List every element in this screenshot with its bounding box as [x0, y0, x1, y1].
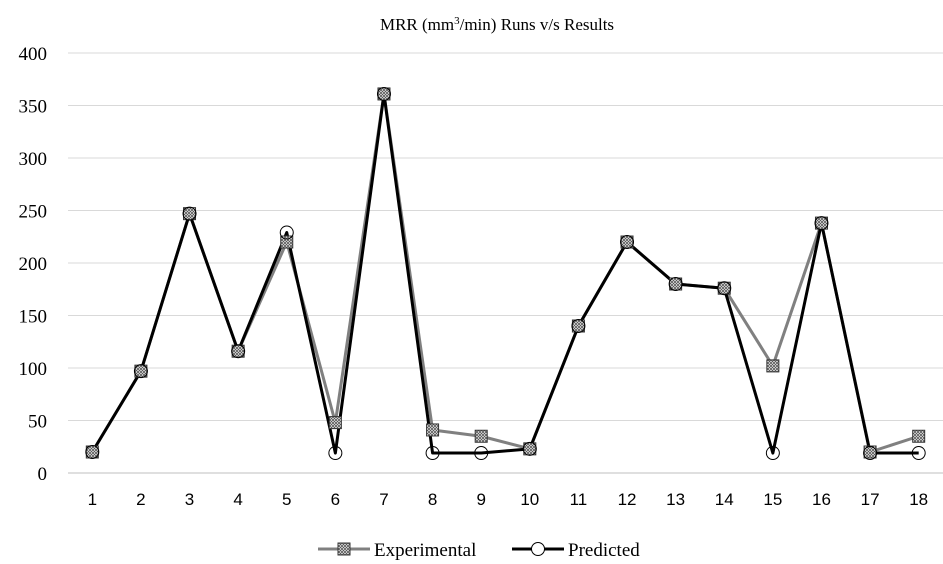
x-tick-label: 17: [861, 490, 880, 509]
x-tick-label: 9: [476, 490, 485, 509]
point-predicted: [668, 277, 683, 291]
x-tick-label: 10: [520, 490, 539, 509]
x-tick-label: 5: [282, 490, 291, 509]
y-tick-label: 200: [19, 254, 48, 275]
point-experimental: [377, 87, 391, 101]
point-experimental: [669, 277, 683, 291]
point-predicted: [182, 206, 197, 221]
point-predicted: [911, 446, 926, 461]
point-predicted: [85, 445, 100, 459]
point-experimental: [426, 423, 440, 437]
legend-experimental-label: Experimental: [374, 540, 476, 561]
x-tick-label: 14: [715, 490, 734, 509]
legend-experimental-marker: [337, 542, 351, 556]
point-experimental: [912, 429, 926, 443]
y-tick-label: 250: [19, 202, 48, 223]
y-tick-label: 100: [19, 359, 48, 380]
legend-predicted-label: Predicted: [568, 540, 640, 561]
point-predicted: [571, 319, 586, 333]
chart-title-suffix: /min) Runs v/s Results: [460, 15, 614, 34]
point-experimental: [134, 364, 148, 378]
x-tick-label: 15: [763, 490, 782, 509]
point-experimental: [328, 416, 342, 430]
x-tick-label: 7: [379, 490, 388, 509]
point-experimental: [231, 344, 245, 358]
chart-title-superscript: 3: [454, 15, 460, 27]
x-tick-label: 16: [812, 490, 831, 509]
point-predicted: [717, 281, 732, 296]
chart-title: MRR (mm3/min) Runs v/s Results: [380, 15, 614, 34]
point-predicted: [279, 225, 294, 240]
x-tick-label: 11: [570, 490, 588, 509]
point-experimental: [474, 429, 488, 443]
point-predicted: [474, 446, 489, 461]
point-predicted: [328, 446, 343, 461]
x-axis-ticks: 1 2 3 4 5 6 7 8 9 10 11 12 13 14 15 16 17 18: [88, 490, 929, 509]
point-predicted: [620, 235, 635, 249]
point-experimental: [183, 207, 197, 221]
point-experimental: [814, 216, 828, 230]
series-lines: [91, 92, 920, 455]
point-predicted: [425, 446, 440, 461]
y-tick-label: 350: [19, 97, 48, 118]
point-experimental: [523, 442, 537, 456]
y-tick-label: 400: [19, 44, 48, 65]
point-predicted: [522, 441, 537, 456]
point-predicted: [765, 446, 780, 461]
point-predicted: [863, 446, 878, 461]
series-markers: [85, 86, 926, 461]
y-tick-label: 50: [28, 412, 47, 433]
point-experimental: [571, 319, 585, 333]
point-predicted: [814, 216, 829, 231]
x-tick-label: 12: [618, 490, 637, 509]
series-line-predicted: [91, 92, 919, 455]
point-predicted: [133, 364, 148, 379]
point-experimental: [766, 359, 780, 373]
x-tick-label: 13: [666, 490, 685, 509]
x-tick-label: 8: [428, 490, 437, 509]
chart-title-prefix: MRR (mm: [380, 15, 454, 34]
x-tick-label: 4: [233, 490, 242, 509]
y-tick-label: 0: [38, 464, 48, 485]
point-experimental: [620, 235, 634, 249]
x-tick-label: 18: [909, 490, 928, 509]
point-experimental: [280, 235, 294, 249]
legend-predicted-marker: [531, 542, 545, 556]
series-line-experimental: [91, 92, 920, 454]
gridlines: [68, 52, 943, 474]
point-predicted: [231, 344, 246, 359]
x-tick-label: 3: [185, 490, 194, 509]
y-tick-label: 300: [19, 149, 48, 170]
y-tick-label: 150: [19, 307, 48, 328]
point-experimental: [85, 445, 99, 459]
point-predicted: [376, 86, 391, 101]
x-tick-label: 1: [88, 490, 97, 509]
point-experimental: [717, 281, 731, 295]
x-tick-label: 2: [136, 490, 145, 509]
y-axis-ticks: 0 50 100 150 200 250 300 350 400: [19, 44, 48, 485]
legend: Experimental Predicted: [318, 540, 640, 561]
x-tick-label: 6: [331, 490, 340, 509]
